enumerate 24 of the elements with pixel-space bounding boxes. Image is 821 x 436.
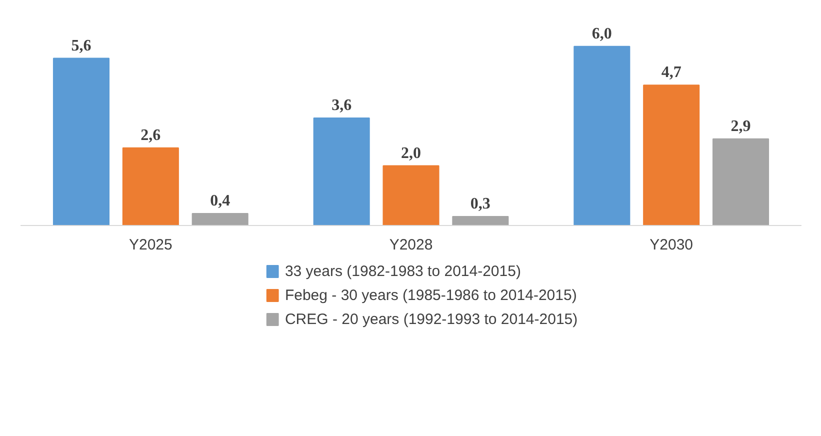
data-label: 2,6 xyxy=(140,126,161,144)
data-label: 0,3 xyxy=(470,196,490,213)
data-label: 2,9 xyxy=(730,118,751,135)
bar xyxy=(122,147,179,226)
bar xyxy=(712,138,770,226)
legend-label: Febeg - 30 years (1985-1986 to 2014-2015) xyxy=(284,287,577,304)
x-tick-label: Y2030 xyxy=(650,236,694,254)
bar xyxy=(643,84,700,226)
bar xyxy=(574,46,630,226)
bar xyxy=(452,216,509,226)
x-tick-label: Y2028 xyxy=(389,236,433,254)
bar xyxy=(192,213,248,226)
data-label: 5,6 xyxy=(71,37,92,54)
data-label: 4,7 xyxy=(661,64,682,82)
data-label: 0,4 xyxy=(210,192,230,210)
data-label: 3,6 xyxy=(332,97,352,114)
bar xyxy=(313,118,370,226)
legend-label: 33 years (1982-1983 to 2014-2015) xyxy=(284,263,521,280)
data-label: 6,0 xyxy=(592,25,612,42)
x-tick-label: Y2025 xyxy=(128,236,172,254)
legend-label: CREG - 20 years (1992-1993 to 2014-2015) xyxy=(284,311,578,328)
data-label: 2,0 xyxy=(401,144,421,162)
bar xyxy=(382,165,440,226)
bar xyxy=(52,58,110,226)
